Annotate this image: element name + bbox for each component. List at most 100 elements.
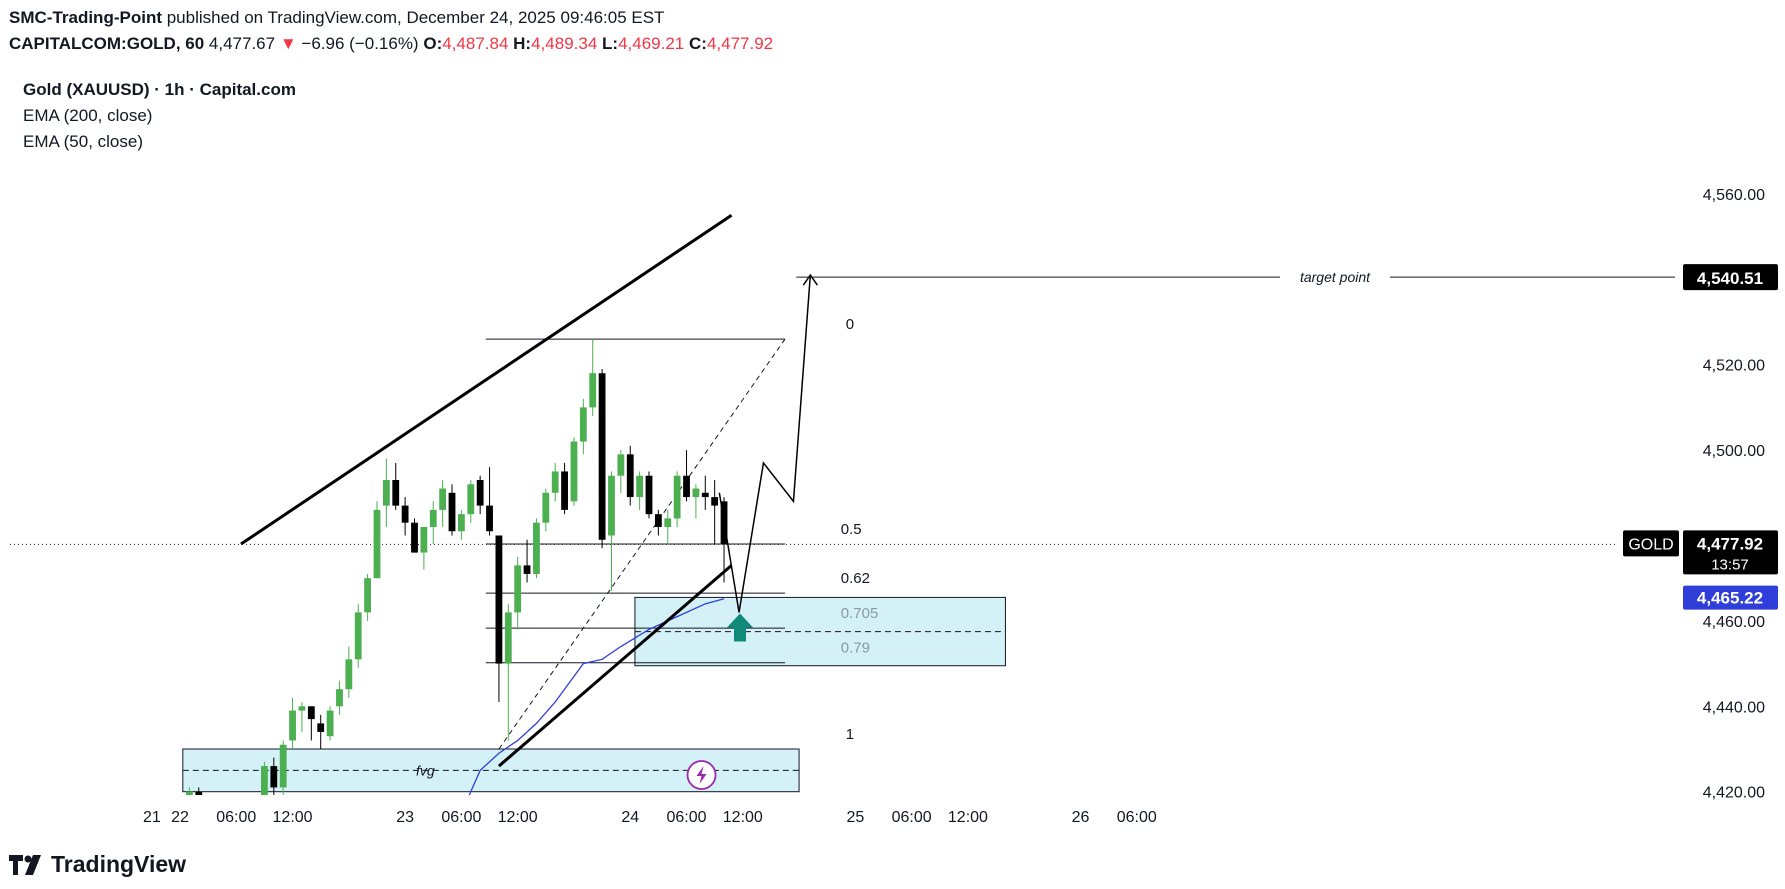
candle [523,539,531,583]
candle [317,714,325,749]
candle-body [589,373,597,408]
candle-body [476,479,484,506]
candle [561,462,568,515]
fib-level-label: 0.79 [841,640,870,657]
symbol-tag-text: GOLD [1628,536,1673,553]
candle [326,706,334,741]
candle [514,556,522,630]
candle-body [542,492,550,523]
candle [261,761,268,795]
candle-body [673,475,681,519]
candle [205,800,212,843]
candle [364,573,371,621]
candle [382,458,390,527]
candle [467,479,475,523]
x-tick-label: 06:00 [666,809,706,826]
ema50-legend[interactable]: EMA (50, close) [23,132,143,151]
y-tick-label: 4,460.00 [1703,614,1765,631]
candle-body [185,791,193,795]
candle-body [523,565,531,574]
channel-lower-line [497,564,733,768]
x-tick-label: 26 [1072,809,1090,826]
candle-body [420,526,428,553]
candle-body [392,479,400,506]
x-tick-label: 12:00 [498,809,538,826]
projection-path [718,274,812,613]
candle [683,450,690,502]
tradingview-logo-icon [9,854,41,875]
candle-body [345,659,353,690]
fib-level-label: 1 [846,726,854,743]
candle-body [598,373,606,540]
ema200-legend[interactable]: EMA (200, close) [23,106,153,125]
high-label: H: [513,34,532,53]
x-tick-label: 24 [621,809,639,826]
candle-body [683,475,690,498]
target-price-text: 4,540.51 [1697,269,1763,288]
candle [542,488,550,532]
candle-body [307,706,315,720]
candle-body [701,492,709,498]
candle [354,603,362,668]
y-tick-label: 4,560.00 [1703,187,1765,204]
x-tick-label: 06:00 [441,809,481,826]
buy-arrow-icon [726,613,753,642]
candle-body [261,766,268,795]
candle-body [373,509,381,579]
candle-body [636,475,644,498]
candle [608,471,615,592]
y-tick-label: 4,420.00 [1703,785,1765,802]
candle [336,680,343,715]
tradingview-wordmark: TradingView [51,851,187,877]
low-value: 4,469.21 [618,34,685,53]
candle-body [279,744,287,788]
candle-body [608,475,615,536]
fib-level-label: 0.5 [841,521,862,538]
candle-body [411,522,418,553]
candle [420,526,428,570]
fib-trendline [498,338,786,750]
candle-body [448,492,456,532]
candle [551,462,559,502]
ema-price-text: 4,465.22 [1697,589,1763,608]
candle [617,450,625,493]
target-label-bg [1280,267,1390,288]
candle-body [514,565,522,613]
target-price-tag [1683,264,1778,291]
target-label: target point [1300,269,1371,285]
candle [448,484,456,536]
candle [504,603,512,741]
candle [307,706,315,741]
candle [645,471,653,519]
y-tick-label: 4,500.00 [1703,443,1765,460]
x-tick-label: 22 [171,809,189,826]
candle-body [205,805,212,835]
candle-body [458,514,465,532]
change-arrow-icon: ▼ [279,34,297,53]
candle-body [711,497,719,506]
candle-body [401,505,409,523]
x-tick-label: 25 [846,809,864,826]
last-price-tag [1683,530,1778,575]
candle-body [364,578,371,613]
candle [195,787,203,795]
author-name[interactable]: SMC-Trading-Point [9,8,162,27]
candle-body [533,522,540,574]
candle [289,697,296,749]
symbol-line: CAPITALCOM:GOLD, 60 4,477.67 ▼ −6.96 (−0… [9,34,773,54]
candle-body [326,710,334,737]
candle [589,339,597,416]
projection-arrow-icon [802,273,818,286]
y-tick-label: 4,520.00 [1703,358,1765,375]
candle [495,535,503,703]
high-value: 4,489.34 [531,34,598,53]
candle-body [298,706,306,711]
candle [579,398,587,455]
candle-body [467,484,475,515]
candle [701,475,709,510]
candle [270,757,278,795]
candle-body [664,518,672,527]
open-label: O: [423,34,443,53]
chart-title: Gold (XAUUSD) · 1h · Capital.com [23,80,296,99]
